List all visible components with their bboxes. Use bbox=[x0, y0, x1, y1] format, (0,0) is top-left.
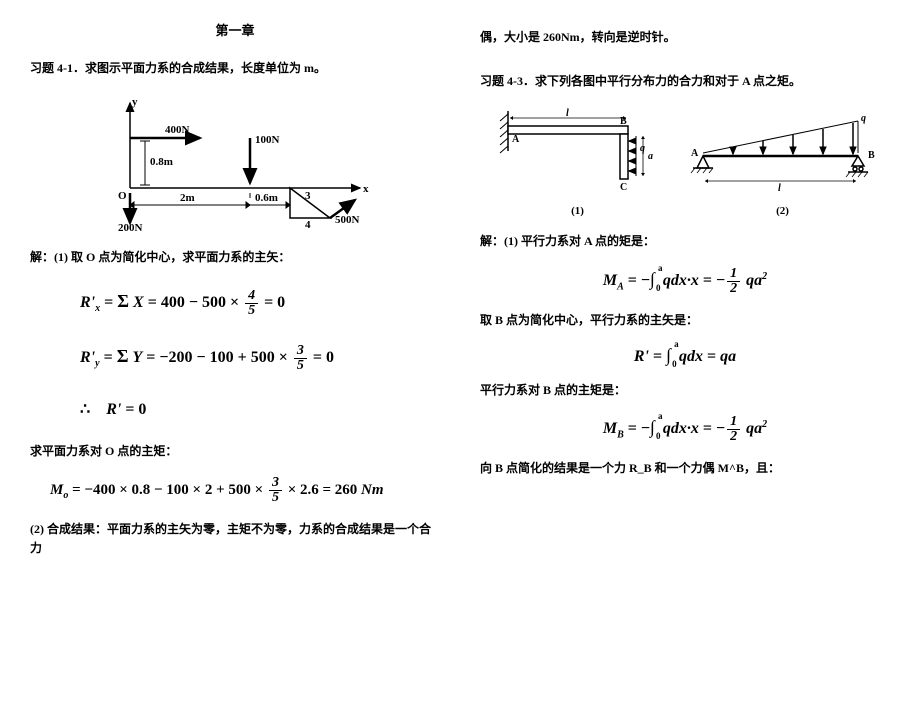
eq-mo: Mo = −400 × 0.8 − 100 × 2 + 500 × 35 × 2… bbox=[50, 476, 440, 505]
svg-text:q: q bbox=[640, 143, 645, 154]
svg-text:O: O bbox=[118, 190, 127, 202]
svg-text:B: B bbox=[620, 116, 627, 127]
svg-text:0.8m: 0.8m bbox=[150, 156, 173, 168]
eq-ma: MA = −∫a0 qdx·x = −12 qa2 bbox=[480, 267, 890, 296]
couple-text: 偶，大小是 260Nm，转向是逆时针。 bbox=[480, 28, 890, 47]
svg-text:B: B bbox=[868, 150, 875, 161]
chapter-title: 第一章 bbox=[30, 20, 440, 39]
svg-text:y: y bbox=[132, 96, 138, 108]
svg-text:A: A bbox=[691, 148, 699, 159]
eq-ry: R'y = Σ Y = −200 − 100 + 500 × 35 = 0 bbox=[80, 337, 440, 377]
fig-label-1: (1) bbox=[488, 205, 668, 217]
o-moment-label: 求平面力系对 O 点的主矩： bbox=[30, 442, 440, 461]
svg-text:q: q bbox=[861, 113, 866, 124]
eq-rx: R'x = Σ X = 400 − 500 × 45 = 0 bbox=[80, 282, 440, 322]
figure-4-3-2: A B q l bbox=[683, 106, 883, 196]
b-center-label: 取 B 点为简化中心，平行力系的主矢是： bbox=[480, 311, 890, 330]
svg-text:a: a bbox=[648, 151, 653, 162]
solve-label-1: 解：(1) 取 O 点为简化中心，求平面力系的主矢： bbox=[30, 248, 440, 267]
right-column: 偶，大小是 260Nm，转向是逆时针。 习题 4-3．求下列各图中平行分布力的合… bbox=[480, 20, 890, 573]
svg-text:100N: 100N bbox=[255, 134, 280, 146]
svg-text:200N: 200N bbox=[118, 222, 143, 233]
figures-4-3: ABC laq (1) AB ql (2) bbox=[480, 106, 890, 217]
problem-4-1: 习题 4-1．求图示平面力系的合成结果，长度单位为 m。 bbox=[30, 59, 440, 78]
svg-text:400N: 400N bbox=[165, 124, 190, 136]
svg-text:0.6m: 0.6m bbox=[255, 192, 278, 204]
svg-text:2m: 2m bbox=[180, 192, 195, 204]
svg-text:500N: 500N bbox=[335, 214, 360, 226]
left-column: 第一章 习题 4-1．求图示平面力系的合成结果，长度单位为 m。 y x O 4… bbox=[30, 20, 440, 573]
svg-text:x: x bbox=[363, 183, 369, 195]
b-result: 向 B 点简化的结果是一个力 R_B 和一个力偶 M^B，且： bbox=[480, 459, 890, 478]
figure-4-3-1: A B C l aq bbox=[488, 106, 668, 196]
fig-label-2: (2) bbox=[683, 205, 883, 217]
svg-text:l: l bbox=[566, 108, 569, 119]
svg-text:3: 3 bbox=[305, 190, 311, 202]
svg-text:A: A bbox=[512, 134, 520, 145]
b-moment-label: 平行力系对 B 点的主矩是： bbox=[480, 381, 890, 400]
svg-text:4: 4 bbox=[305, 219, 311, 231]
problem-4-3: 习题 4-3．求下列各图中平行分布力的合力和对于 A 点之矩。 bbox=[480, 72, 890, 91]
eq-r: ∴ R' = 0 bbox=[80, 392, 440, 427]
figure-4-1: y x O 400N 100N 200N 500N 0.8m 2m 0.6m 3… bbox=[80, 93, 390, 233]
svg-text:C: C bbox=[620, 182, 627, 193]
result-2: (2) 合成结果：平面力系的主矢为零，主矩不为零，力系的合成结果是一个合力 bbox=[30, 520, 440, 558]
solve-43-1: 解：(1) 平行力系对 A 点的矩是： bbox=[480, 232, 890, 251]
svg-text:l: l bbox=[778, 183, 781, 194]
eq-mb: MB = −∫a0 qdx·x = −12 qa2 bbox=[480, 415, 890, 444]
eq-rp: R' = ∫a0 qdx = qa bbox=[480, 345, 890, 366]
